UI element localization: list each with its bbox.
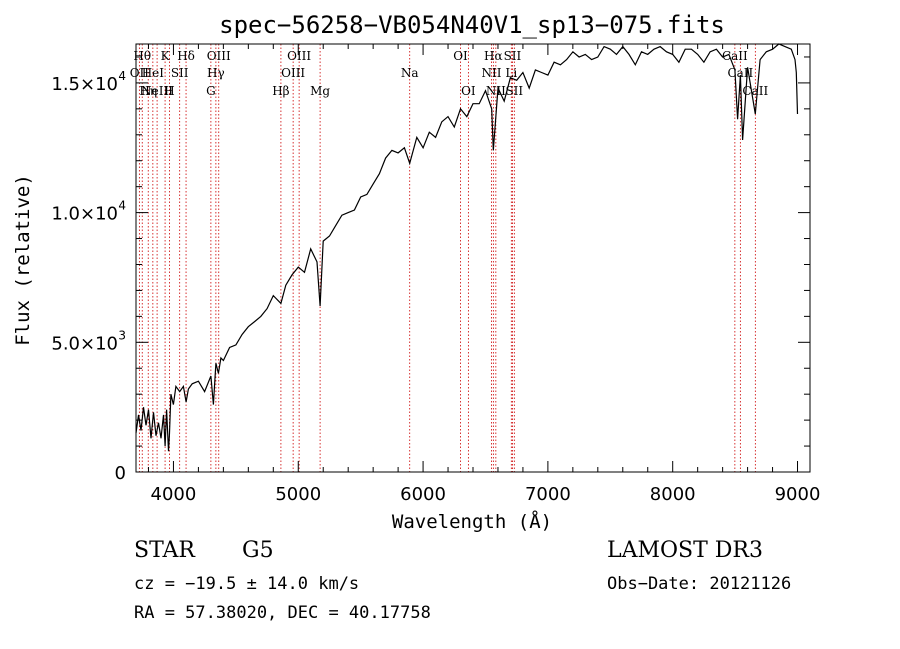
- emission-line-label: K: [161, 49, 171, 63]
- x-tick-label: 9000: [775, 484, 821, 505]
- emission-line-label: H: [164, 84, 174, 98]
- emission-line-label: OII: [130, 66, 150, 80]
- y-tick-exponent: 4: [118, 199, 126, 213]
- x-axis-label: Wavelength (Å): [392, 510, 552, 533]
- emission-line-label: Hγ: [207, 66, 225, 80]
- emission-line-label: SII: [504, 49, 522, 63]
- object-class: STAR: [134, 538, 195, 563]
- emission-line-label: NII: [486, 84, 506, 98]
- emission-line-label: OIII: [207, 49, 231, 63]
- y-tick-exponent: 4: [118, 69, 126, 83]
- emission-line-label: CaII: [727, 66, 753, 80]
- y-axis-label: Flux (relative): [12, 174, 34, 346]
- y-tick-label: 5.0×10: [51, 333, 118, 354]
- x-tick-label: 8000: [650, 484, 696, 505]
- x-tick-label: 6000: [400, 484, 446, 505]
- emission-line-labels: OII Hθ Hη HeI NeIII K H SII Hδ G Hγ OIII Hβ OIII OIII M…: [130, 49, 769, 98]
- emission-line-label: NII: [481, 66, 501, 80]
- coordinates-info: RA = 57.38020, DEC = 40.17758: [134, 603, 431, 623]
- y-tick-label: 1.5×10: [51, 74, 118, 95]
- spectral-subclass: G5: [242, 538, 274, 563]
- redshift-info: cz = −19.5 ± 14.0 km/s: [134, 574, 360, 594]
- axis-ticks: [136, 44, 810, 473]
- emission-line-label: OI: [453, 49, 468, 63]
- y-tick-exponent: 3: [118, 328, 126, 342]
- emission-line-label: Hβ: [272, 84, 289, 98]
- y-tick-label-base: 0: [115, 463, 126, 484]
- emission-line-label: Hδ: [177, 49, 195, 63]
- emission-line-label: G: [206, 84, 216, 98]
- emission-line-label: Hη: [139, 84, 157, 98]
- emission-line-label: NeIII: [141, 84, 173, 98]
- emission-line-label: Na: [401, 66, 419, 80]
- y-tick-label: 0: [115, 463, 126, 484]
- y-tick-label-base: 5.0×10: [51, 333, 118, 354]
- emission-line-label: CaII: [722, 49, 748, 63]
- y-tick-label-base: 1.5×10: [51, 74, 118, 95]
- emission-line-label: OI: [461, 84, 476, 98]
- plot-frame: [135, 43, 811, 473]
- y-tick-label-base: 1.0×10: [51, 204, 118, 225]
- emission-line-label: SII: [505, 84, 523, 98]
- x-tick-label: 7000: [525, 484, 571, 505]
- emission-line-label: OIII: [287, 49, 311, 63]
- emission-line-label: Hθ: [133, 49, 151, 63]
- emission-line-label: SII: [171, 66, 189, 80]
- chart-title: spec−56258−VB054N40V1_sp13−075.fits: [219, 11, 725, 39]
- x-tick-label: 5000: [275, 484, 321, 505]
- spectrum-line: [135, 43, 799, 452]
- emission-line-markers: [138, 44, 756, 472]
- emission-line-label: OIII: [281, 66, 305, 80]
- emission-line-label: CaII: [742, 84, 768, 98]
- observation-date: Obs−Date: 20121126: [607, 574, 792, 594]
- emission-line-label: Mg: [310, 84, 330, 98]
- emission-line-label: Li: [505, 66, 517, 80]
- y-tick-label: 1.0×10: [51, 204, 118, 225]
- emission-line-label: HeI: [142, 66, 165, 80]
- survey-name: LAMOST DR3: [607, 538, 763, 563]
- x-tick-label: 4000: [151, 484, 197, 505]
- emission-line-label: Hα: [484, 49, 503, 63]
